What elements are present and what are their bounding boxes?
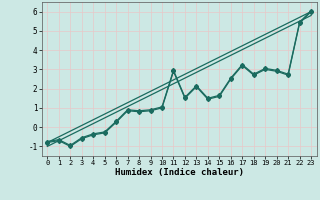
X-axis label: Humidex (Indice chaleur): Humidex (Indice chaleur) (115, 168, 244, 177)
